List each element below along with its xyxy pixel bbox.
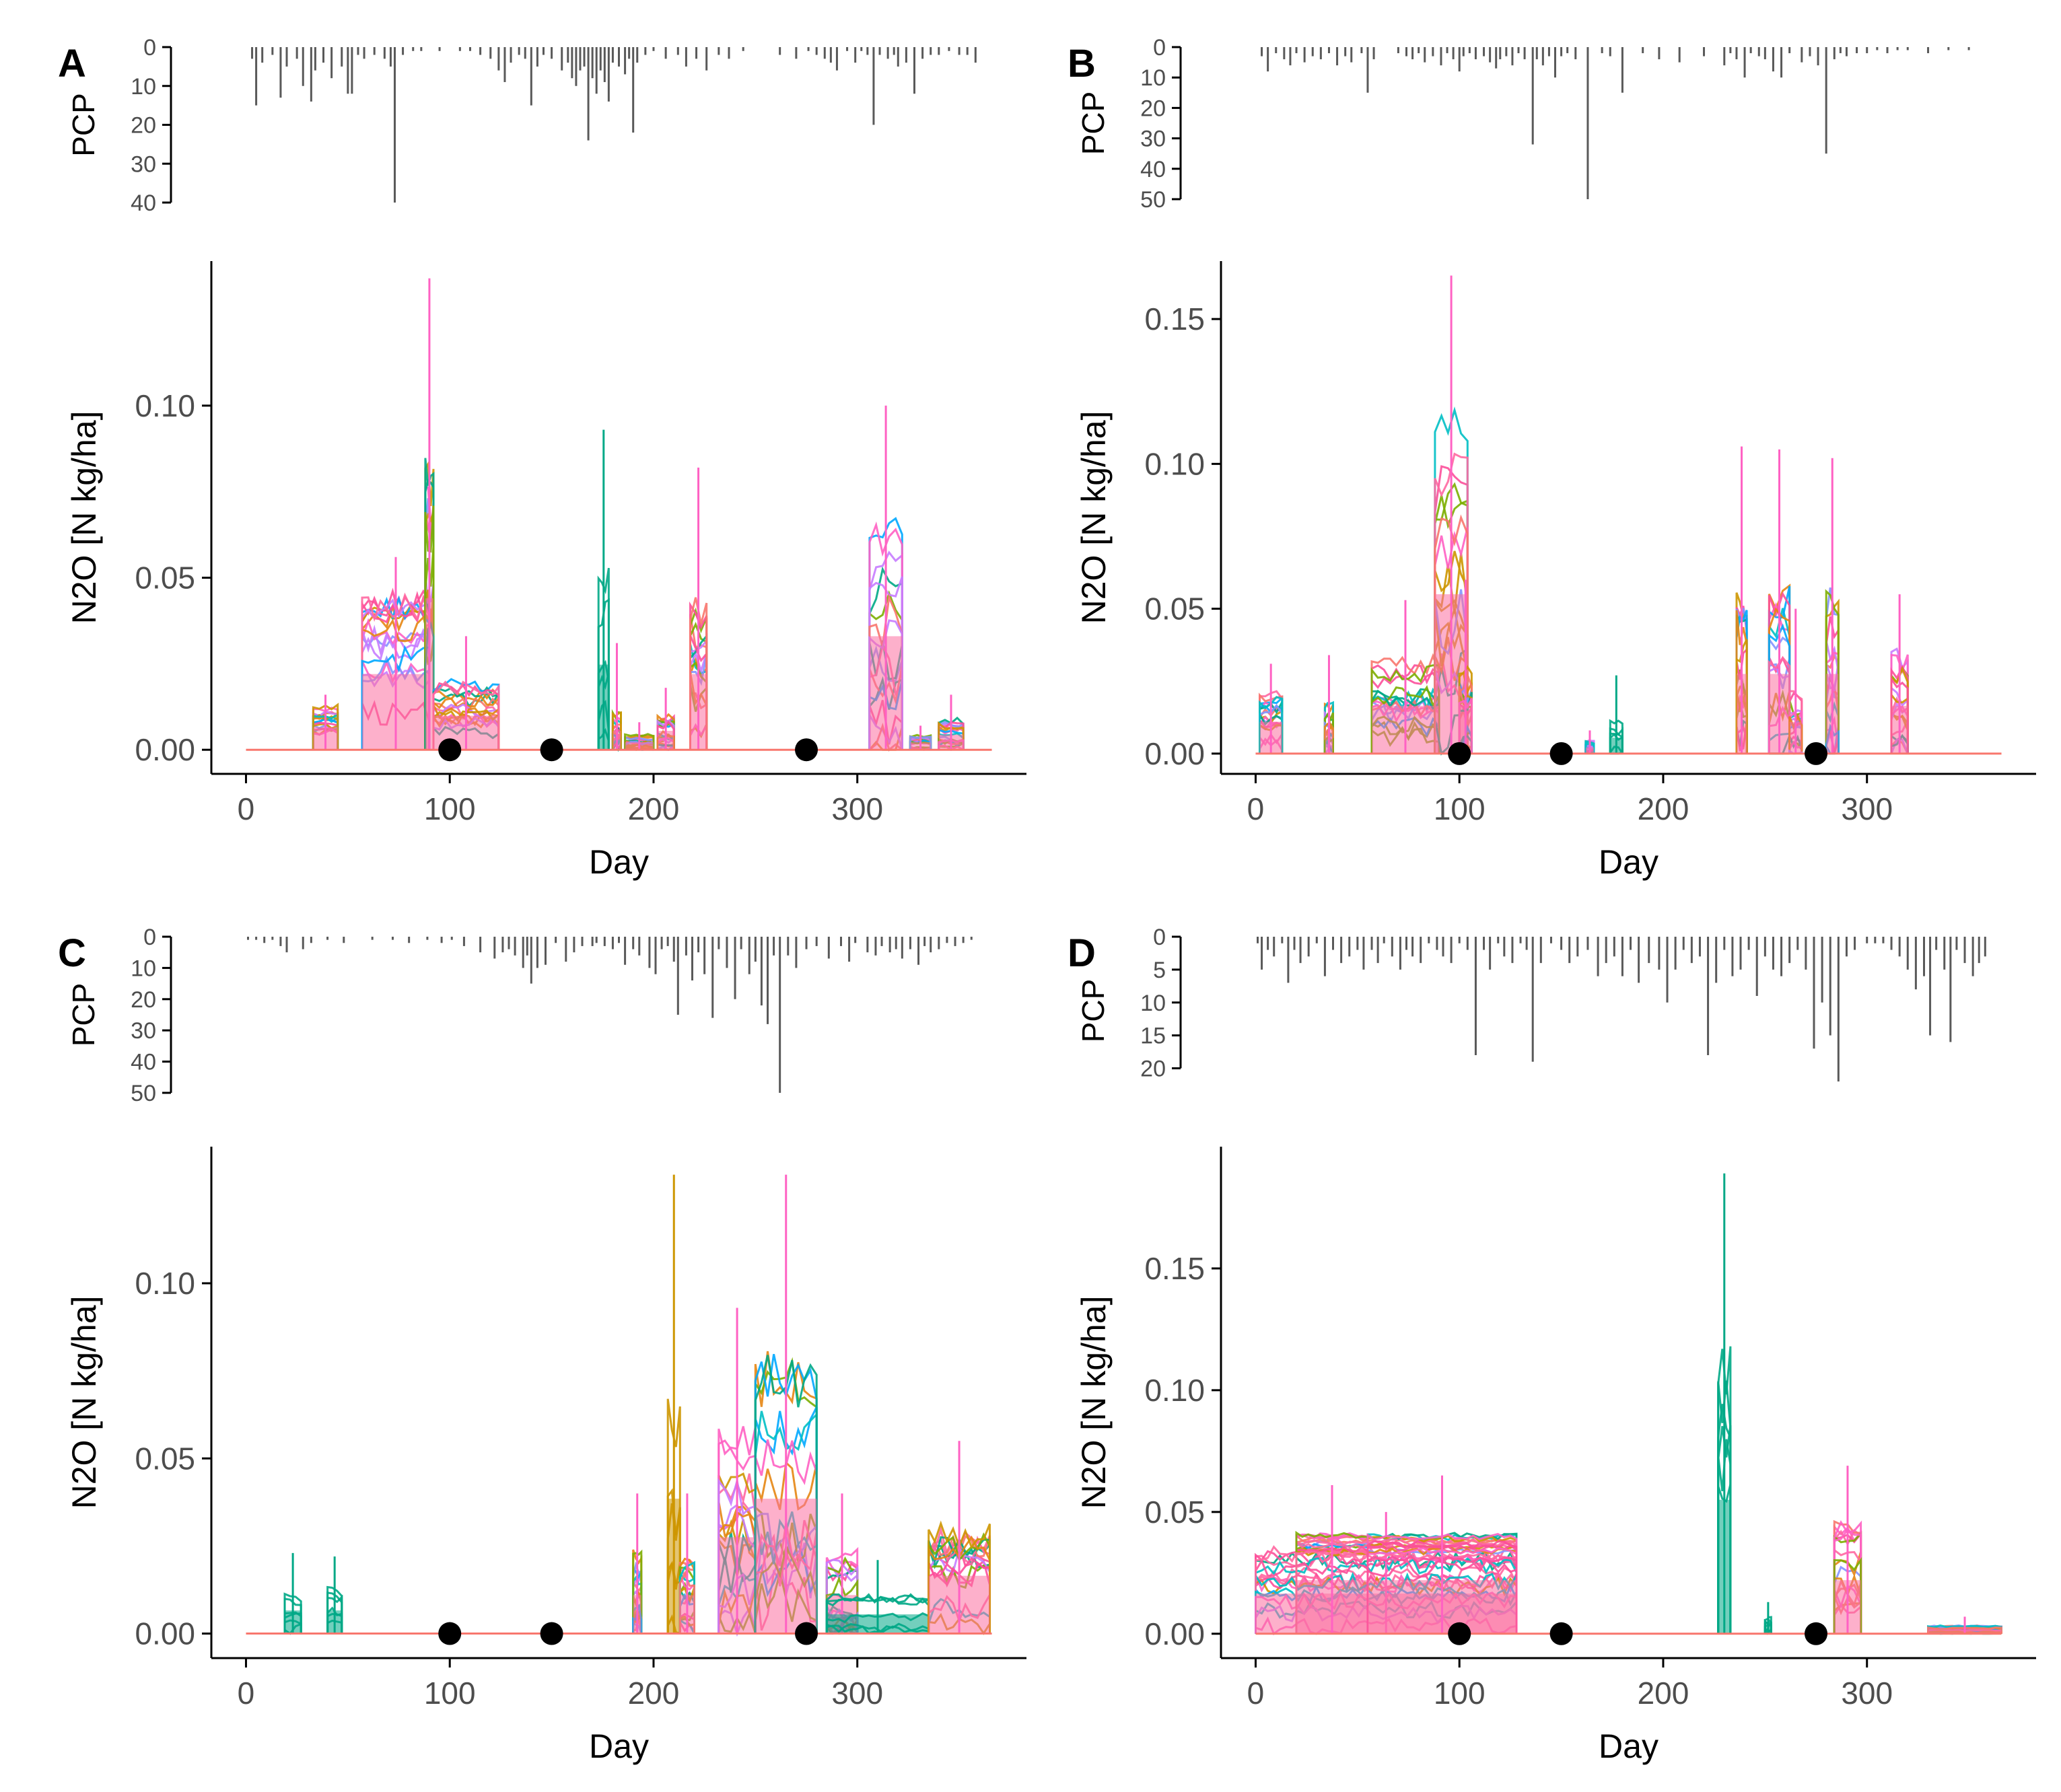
y-tick-label: 0.10 — [1144, 446, 1205, 481]
x-tick-label: 200 — [1638, 791, 1689, 826]
y-axis-title: N2O [N kg/ha] — [65, 411, 103, 624]
y-tick-label: 0.00 — [135, 1616, 195, 1651]
pcp-tick-label: 20 — [1140, 1056, 1166, 1082]
x-tick-label: 0 — [238, 1676, 255, 1711]
event-marker — [1448, 742, 1471, 765]
x-axis-title: Day — [589, 843, 649, 881]
y-tick-label: 0.10 — [135, 388, 195, 423]
x-tick-label: 300 — [1841, 1676, 1893, 1711]
event-marker — [540, 738, 563, 762]
pcp-axis-label: PCP — [1076, 979, 1111, 1043]
pcp-axis-label: PCP — [1076, 92, 1111, 155]
panel-letter: B — [1068, 42, 1096, 85]
x-tick-label: 100 — [424, 791, 476, 826]
pcp-tick-label: 20 — [131, 113, 156, 139]
panel-c: C 0 10 20 30 40 50 PCP 0.00 0.05 0.10 0 100 200 300 Day… — [58, 925, 1026, 1765]
x-axis-title: Day — [1599, 843, 1658, 881]
event-marker — [1549, 742, 1573, 765]
event-marker — [438, 1622, 462, 1645]
y-tick-label: 0.05 — [135, 560, 195, 595]
panel-d: D 0 5 10 15 20 PCP 0.00 0.05 0.10 0.15 0 100 200 300 Da… — [1068, 925, 2036, 1765]
pcp-tick-label: 40 — [131, 1050, 156, 1075]
x-tick-label: 0 — [1247, 791, 1265, 826]
event-marker — [795, 738, 818, 762]
panel-b: B 0 10 20 30 40 50 PCP 0.00 0.05 0.10 0.15 0 100 200 30… — [1068, 35, 2036, 881]
panel-letter: A — [58, 42, 86, 85]
pcp-bars — [1261, 47, 1970, 199]
panel-a: A 0 10 20 30 40 PCP 0.00 0.05 0.10 0 100 200 300 Day N2… — [58, 35, 1026, 881]
n2o-series — [283, 1174, 991, 1637]
y-axis-title: N2O [N kg/ha] — [1075, 411, 1113, 624]
pcp-tick-label: 10 — [131, 956, 156, 981]
event-marker — [795, 1622, 818, 1645]
x-tick-label: 100 — [1434, 1676, 1486, 1711]
n2o-series — [1259, 275, 1909, 756]
pcp-tick-label: 30 — [131, 1018, 156, 1044]
event-marker — [438, 738, 462, 762]
event-marker — [540, 1622, 563, 1645]
pcp-tick-label: 30 — [131, 151, 156, 177]
pcp-tick-label: 15 — [1140, 1024, 1166, 1049]
x-tick-label: 100 — [1434, 791, 1486, 826]
panel-letter: D — [1068, 931, 1096, 975]
event-marker — [1448, 1622, 1471, 1645]
y-tick-label: 0.10 — [135, 1266, 195, 1301]
y-tick-label: 0.05 — [1144, 1495, 1205, 1530]
pcp-tick-label: 10 — [1140, 65, 1166, 91]
event-marker — [1805, 1622, 1828, 1645]
pcp-tick-label: 0 — [1153, 35, 1166, 61]
x-tick-label: 200 — [628, 1676, 680, 1711]
n2o-series — [312, 278, 965, 752]
x-tick-label: 0 — [1247, 1676, 1265, 1711]
x-axis-title: Day — [589, 1727, 649, 1765]
y-tick-label: 0.10 — [1144, 1373, 1205, 1408]
pcp-axis-label: PCP — [66, 983, 101, 1047]
y-tick-label: 0.05 — [135, 1441, 195, 1476]
y-tick-label: 0.00 — [1144, 736, 1205, 771]
event-marker — [1549, 1622, 1573, 1645]
y-axis-title: N2O [N kg/ha] — [1075, 1296, 1113, 1509]
pcp-axis-label: PCP — [66, 93, 101, 157]
y-tick-label: 0.00 — [135, 732, 195, 767]
y-axis-title: N2O [N kg/ha] — [65, 1296, 103, 1509]
pcp-tick-label: 20 — [1140, 96, 1166, 121]
x-tick-label: 0 — [238, 791, 255, 826]
x-tick-label: 300 — [1841, 791, 1893, 826]
y-tick-label: 0.05 — [1144, 592, 1205, 626]
x-tick-label: 300 — [831, 1676, 883, 1711]
pcp-tick-label: 50 — [1140, 187, 1166, 213]
pcp-tick-label: 5 — [1153, 958, 1166, 983]
panel-letter: C — [58, 931, 86, 975]
pcp-bars — [251, 47, 977, 203]
pcp-bars — [246, 937, 973, 1093]
x-tick-label: 200 — [1638, 1676, 1689, 1711]
pcp-tick-label: 40 — [1140, 157, 1166, 182]
pcp-tick-label: 20 — [131, 987, 156, 1013]
x-tick-label: 300 — [831, 791, 883, 826]
event-marker — [1805, 742, 1828, 765]
y-tick-label: 0.15 — [1144, 1251, 1205, 1286]
y-tick-label: 0.00 — [1144, 1616, 1205, 1651]
pcp-tick-label: 10 — [131, 74, 156, 100]
x-axis-title: Day — [1599, 1727, 1658, 1765]
x-tick-label: 100 — [424, 1676, 476, 1711]
x-tick-label: 200 — [628, 791, 680, 826]
pcp-tick-label: 30 — [1140, 127, 1166, 152]
pcp-bars — [1256, 937, 1986, 1082]
pcp-tick-label: 0 — [143, 925, 156, 950]
pcp-tick-label: 0 — [1153, 925, 1166, 950]
y-tick-label: 0.15 — [1144, 301, 1205, 336]
pcp-tick-label: 50 — [131, 1081, 156, 1106]
n2o-series — [1255, 1173, 2002, 1636]
pcp-tick-label: 0 — [143, 35, 156, 61]
pcp-tick-label: 40 — [131, 190, 156, 216]
pcp-tick-label: 10 — [1140, 991, 1166, 1016]
